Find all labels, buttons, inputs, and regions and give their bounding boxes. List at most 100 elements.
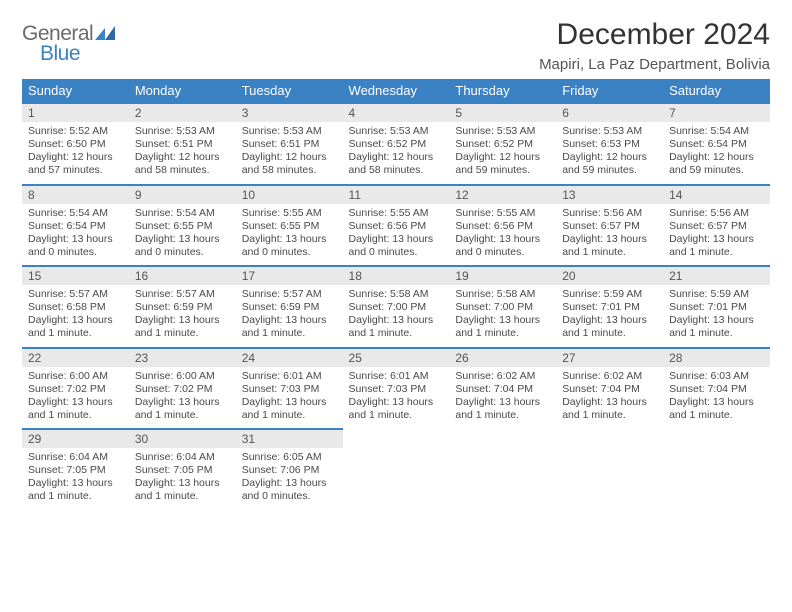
day-number: 1 <box>22 104 129 122</box>
weekday-header: Wednesday <box>343 79 450 103</box>
day-line: Sunset: 7:00 PM <box>455 301 550 314</box>
day-line: and 1 minute. <box>669 327 764 340</box>
day-line: Daylight: 12 hours <box>562 151 657 164</box>
day-line: Daylight: 12 hours <box>242 151 337 164</box>
day-line: and 58 minutes. <box>135 164 230 177</box>
calendar-cell: 10Sunrise: 5:55 AMSunset: 6:55 PMDayligh… <box>236 185 343 267</box>
day-line: and 1 minute. <box>28 327 123 340</box>
day-number: 22 <box>22 349 129 367</box>
day-line: Sunrise: 5:53 AM <box>349 125 444 138</box>
day-line: Daylight: 13 hours <box>242 314 337 327</box>
calendar-cell: 12Sunrise: 5:55 AMSunset: 6:56 PMDayligh… <box>449 185 556 267</box>
day-line: Sunset: 7:01 PM <box>669 301 764 314</box>
day-line: Sunrise: 6:03 AM <box>669 370 764 383</box>
day-body: Sunrise: 5:53 AMSunset: 6:52 PMDaylight:… <box>449 122 556 184</box>
day-line: Sunrise: 5:57 AM <box>242 288 337 301</box>
calendar-row: 8Sunrise: 5:54 AMSunset: 6:54 PMDaylight… <box>22 185 770 267</box>
day-line: Daylight: 13 hours <box>562 396 657 409</box>
day-line: Sunset: 6:52 PM <box>455 138 550 151</box>
day-body: Sunrise: 6:00 AMSunset: 7:02 PMDaylight:… <box>129 367 236 429</box>
day-line: Daylight: 13 hours <box>135 233 230 246</box>
day-number: 17 <box>236 267 343 285</box>
day-line: Sunrise: 5:53 AM <box>135 125 230 138</box>
calendar-cell: 15Sunrise: 5:57 AMSunset: 6:58 PMDayligh… <box>22 266 129 348</box>
day-line: Daylight: 13 hours <box>28 233 123 246</box>
day-number: 31 <box>236 430 343 448</box>
day-body: Sunrise: 6:02 AMSunset: 7:04 PMDaylight:… <box>449 367 556 429</box>
day-line: Daylight: 13 hours <box>455 396 550 409</box>
header-row: General Blue December 2024 Mapiri, La Pa… <box>22 18 770 73</box>
calendar-cell <box>449 429 556 510</box>
day-line: Daylight: 12 hours <box>28 151 123 164</box>
day-line: and 1 minute. <box>135 327 230 340</box>
day-number: 30 <box>129 430 236 448</box>
day-body: Sunrise: 6:02 AMSunset: 7:04 PMDaylight:… <box>556 367 663 429</box>
day-line: Daylight: 12 hours <box>135 151 230 164</box>
day-number: 15 <box>22 267 129 285</box>
calendar-cell: 16Sunrise: 5:57 AMSunset: 6:59 PMDayligh… <box>129 266 236 348</box>
day-body: Sunrise: 5:52 AMSunset: 6:50 PMDaylight:… <box>22 122 129 184</box>
logo-text: General Blue <box>22 22 115 66</box>
day-line: Sunrise: 5:55 AM <box>349 207 444 220</box>
day-line: Sunrise: 5:55 AM <box>455 207 550 220</box>
calendar-cell: 29Sunrise: 6:04 AMSunset: 7:05 PMDayligh… <box>22 429 129 510</box>
day-line: Sunrise: 5:52 AM <box>28 125 123 138</box>
day-line: and 0 minutes. <box>349 246 444 259</box>
day-line: Daylight: 13 hours <box>349 314 444 327</box>
calendar-cell: 26Sunrise: 6:02 AMSunset: 7:04 PMDayligh… <box>449 348 556 430</box>
calendar-cell: 3Sunrise: 5:53 AMSunset: 6:51 PMDaylight… <box>236 103 343 185</box>
day-number: 27 <box>556 349 663 367</box>
day-number: 8 <box>22 186 129 204</box>
day-line: Sunrise: 5:54 AM <box>135 207 230 220</box>
day-line: Sunset: 6:59 PM <box>242 301 337 314</box>
day-body: Sunrise: 5:57 AMSunset: 6:59 PMDaylight:… <box>129 285 236 347</box>
day-body: Sunrise: 5:55 AMSunset: 6:56 PMDaylight:… <box>449 204 556 266</box>
calendar-cell: 25Sunrise: 6:01 AMSunset: 7:03 PMDayligh… <box>343 348 450 430</box>
day-line: and 1 minute. <box>562 409 657 422</box>
day-number: 14 <box>663 186 770 204</box>
title-block: December 2024 Mapiri, La Paz Department,… <box>539 18 770 73</box>
day-line: and 0 minutes. <box>28 246 123 259</box>
day-line: Daylight: 12 hours <box>349 151 444 164</box>
day-number: 28 <box>663 349 770 367</box>
day-line: Sunrise: 6:01 AM <box>349 370 444 383</box>
day-body: Sunrise: 5:53 AMSunset: 6:52 PMDaylight:… <box>343 122 450 184</box>
day-number: 19 <box>449 267 556 285</box>
day-number: 26 <box>449 349 556 367</box>
calendar-cell: 18Sunrise: 5:58 AMSunset: 7:00 PMDayligh… <box>343 266 450 348</box>
day-line: Sunrise: 5:56 AM <box>562 207 657 220</box>
triangle-icon <box>95 22 115 36</box>
day-line: Sunrise: 5:54 AM <box>669 125 764 138</box>
calendar-cell: 22Sunrise: 6:00 AMSunset: 7:02 PMDayligh… <box>22 348 129 430</box>
calendar-cell: 27Sunrise: 6:02 AMSunset: 7:04 PMDayligh… <box>556 348 663 430</box>
calendar-cell: 9Sunrise: 5:54 AMSunset: 6:55 PMDaylight… <box>129 185 236 267</box>
day-line: Sunset: 7:00 PM <box>349 301 444 314</box>
day-body: Sunrise: 5:59 AMSunset: 7:01 PMDaylight:… <box>556 285 663 347</box>
day-number: 23 <box>129 349 236 367</box>
calendar-cell: 11Sunrise: 5:55 AMSunset: 6:56 PMDayligh… <box>343 185 450 267</box>
day-line: Daylight: 13 hours <box>349 233 444 246</box>
day-line: and 1 minute. <box>242 409 337 422</box>
day-number: 6 <box>556 104 663 122</box>
weekday-header: Sunday <box>22 79 129 103</box>
day-line: Sunrise: 6:02 AM <box>562 370 657 383</box>
day-line: and 58 minutes. <box>349 164 444 177</box>
day-line: Sunrise: 5:57 AM <box>28 288 123 301</box>
day-line: Daylight: 13 hours <box>669 396 764 409</box>
day-number: 9 <box>129 186 236 204</box>
day-line: Sunrise: 6:04 AM <box>28 451 123 464</box>
day-line: and 1 minute. <box>349 409 444 422</box>
day-line: Sunrise: 6:00 AM <box>135 370 230 383</box>
day-number: 3 <box>236 104 343 122</box>
calendar-cell: 6Sunrise: 5:53 AMSunset: 6:53 PMDaylight… <box>556 103 663 185</box>
day-line: Sunrise: 5:59 AM <box>669 288 764 301</box>
day-body: Sunrise: 6:03 AMSunset: 7:04 PMDaylight:… <box>663 367 770 429</box>
day-body: Sunrise: 6:01 AMSunset: 7:03 PMDaylight:… <box>343 367 450 429</box>
day-line: Sunset: 6:59 PM <box>135 301 230 314</box>
day-number: 10 <box>236 186 343 204</box>
calendar-cell: 19Sunrise: 5:58 AMSunset: 7:00 PMDayligh… <box>449 266 556 348</box>
day-line: Sunset: 7:05 PM <box>28 464 123 477</box>
day-line: and 1 minute. <box>28 409 123 422</box>
day-line: and 1 minute. <box>135 409 230 422</box>
day-body: Sunrise: 5:58 AMSunset: 7:00 PMDaylight:… <box>449 285 556 347</box>
